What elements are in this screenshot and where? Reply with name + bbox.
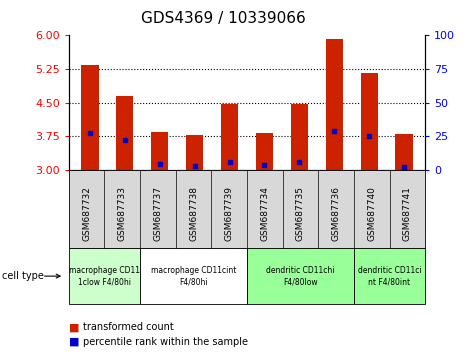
Text: ■: ■	[69, 337, 79, 347]
Text: macrophage CD11
1clow F4/80hi: macrophage CD11 1clow F4/80hi	[69, 266, 140, 286]
Text: dendritic CD11chi
F4/80low: dendritic CD11chi F4/80low	[266, 266, 335, 286]
Text: GDS4369 / 10339066: GDS4369 / 10339066	[141, 11, 305, 25]
Text: cell type: cell type	[2, 271, 44, 281]
Text: ■: ■	[69, 322, 79, 332]
Text: dendritic CD11ci
nt F4/80int: dendritic CD11ci nt F4/80int	[358, 266, 421, 286]
Text: transformed count: transformed count	[83, 322, 174, 332]
Bar	[256, 133, 273, 170]
Text: GSM687736: GSM687736	[332, 186, 341, 241]
Text: percentile rank within the sample: percentile rank within the sample	[83, 337, 248, 347]
Text: GSM687739: GSM687739	[225, 186, 234, 241]
Text: GSM687740: GSM687740	[367, 186, 376, 241]
Bar	[395, 135, 413, 170]
Text: GSM687738: GSM687738	[189, 186, 198, 241]
Bar	[291, 104, 308, 170]
Text: GSM687732: GSM687732	[82, 186, 91, 241]
Bar	[221, 104, 238, 170]
Text: GSM687734: GSM687734	[260, 186, 269, 241]
Text: GSM687741: GSM687741	[403, 186, 412, 241]
Bar	[325, 39, 343, 170]
Text: macrophage CD11cint
F4/80hi: macrophage CD11cint F4/80hi	[151, 266, 236, 286]
Bar	[151, 132, 169, 170]
Bar	[186, 135, 203, 170]
Text: GSM687737: GSM687737	[153, 186, 162, 241]
Text: GSM687735: GSM687735	[296, 186, 305, 241]
Bar	[361, 73, 378, 170]
Bar	[116, 96, 133, 170]
Text: GSM687733: GSM687733	[118, 186, 127, 241]
Bar	[81, 64, 99, 170]
